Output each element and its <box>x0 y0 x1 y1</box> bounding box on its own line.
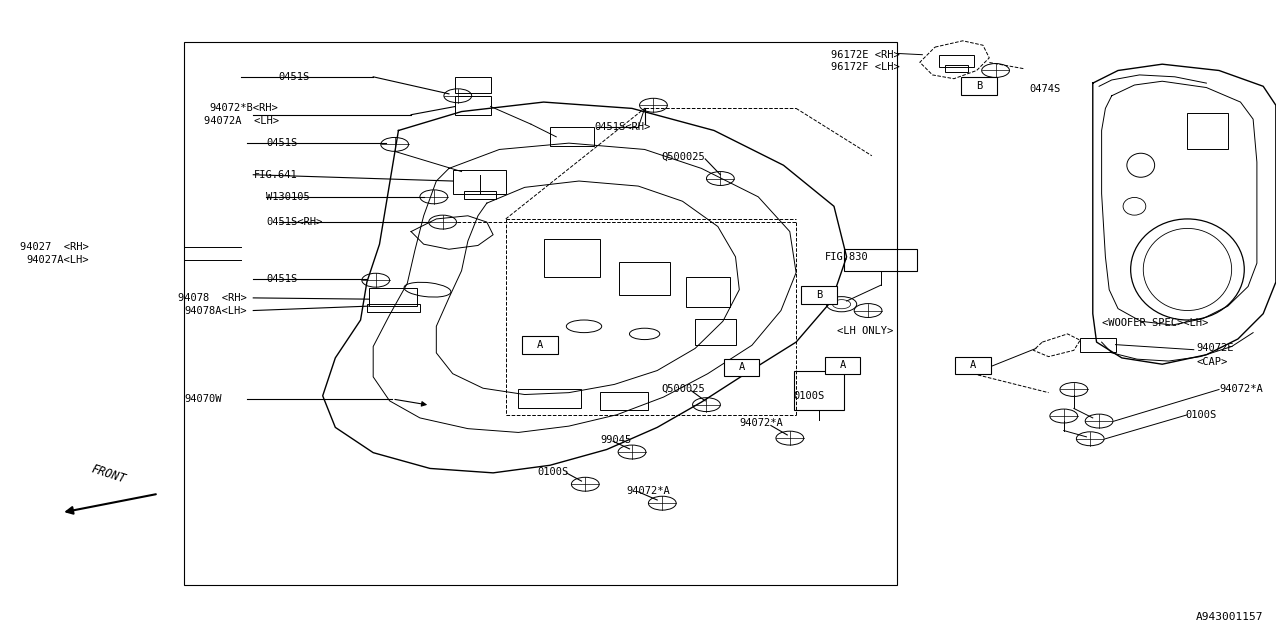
Text: 0451S<RH>: 0451S<RH> <box>595 122 652 132</box>
Bar <box>961 77 997 95</box>
Text: Q500025: Q500025 <box>662 383 705 393</box>
Text: 94072*A: 94072*A <box>626 486 669 495</box>
Text: A: A <box>739 362 745 372</box>
Text: 94027A<LH>: 94027A<LH> <box>27 255 90 265</box>
Text: 94027  <RH>: 94027 <RH> <box>20 243 90 252</box>
Text: 0474S: 0474S <box>1029 84 1061 95</box>
Text: FIG.641: FIG.641 <box>253 170 297 180</box>
Text: 0451S<RH>: 0451S<RH> <box>266 217 323 227</box>
Bar <box>801 286 837 303</box>
Text: 0100S: 0100S <box>794 392 824 401</box>
Bar <box>544 239 600 277</box>
Bar <box>620 262 669 295</box>
Text: Q500025: Q500025 <box>662 152 705 162</box>
Text: 0451S: 0451S <box>266 138 297 148</box>
Text: A943001157: A943001157 <box>1196 612 1263 622</box>
Bar <box>465 191 495 199</box>
Bar <box>938 54 974 67</box>
Text: A: A <box>536 340 543 350</box>
Text: 94070W: 94070W <box>184 394 221 404</box>
Bar <box>826 356 860 374</box>
Bar <box>686 277 731 307</box>
Text: 0451S: 0451S <box>279 72 310 82</box>
Text: A: A <box>840 360 846 371</box>
Text: FRONT: FRONT <box>90 462 127 486</box>
Text: 96172F <LH>: 96172F <LH> <box>832 62 900 72</box>
Bar <box>1080 338 1115 351</box>
Bar <box>600 392 649 410</box>
Text: <CAP>: <CAP> <box>1197 357 1228 367</box>
Text: 94072*A: 94072*A <box>740 418 783 428</box>
Text: 94078  <RH>: 94078 <RH> <box>178 293 247 303</box>
Bar <box>522 337 558 354</box>
Text: 94072A  <LH>: 94072A <LH> <box>204 116 279 126</box>
Text: 96172E <RH>: 96172E <RH> <box>832 50 900 60</box>
Bar <box>945 65 968 72</box>
Bar <box>1188 113 1228 150</box>
Bar <box>724 358 759 376</box>
Text: B: B <box>815 290 822 300</box>
Bar <box>184 42 897 586</box>
Bar <box>367 304 420 312</box>
Bar <box>456 77 490 93</box>
Bar <box>370 289 417 306</box>
Text: W130105: W130105 <box>266 192 310 202</box>
Text: 94078A<LH>: 94078A<LH> <box>184 305 247 316</box>
Text: 0100S: 0100S <box>1185 410 1216 420</box>
Bar <box>695 319 736 345</box>
Text: 94072E: 94072E <box>1197 344 1234 353</box>
Text: FIG.830: FIG.830 <box>824 252 868 262</box>
Bar <box>955 356 991 374</box>
Text: <WOOFER SPEC><LH>: <WOOFER SPEC><LH> <box>1102 318 1208 328</box>
Bar <box>456 96 490 115</box>
Bar <box>550 127 594 147</box>
Bar <box>844 248 918 271</box>
Text: B: B <box>977 81 982 92</box>
Text: A: A <box>970 360 975 371</box>
Text: 94072*A: 94072*A <box>1219 385 1263 394</box>
Bar <box>453 170 506 194</box>
Text: 0451S: 0451S <box>266 274 297 284</box>
Bar <box>518 390 581 408</box>
Text: 0100S: 0100S <box>538 467 568 477</box>
Text: <LH ONLY>: <LH ONLY> <box>837 326 893 336</box>
Text: 94072*B<RH>: 94072*B<RH> <box>210 104 279 113</box>
Bar <box>794 371 844 410</box>
Text: 99045: 99045 <box>600 435 632 445</box>
